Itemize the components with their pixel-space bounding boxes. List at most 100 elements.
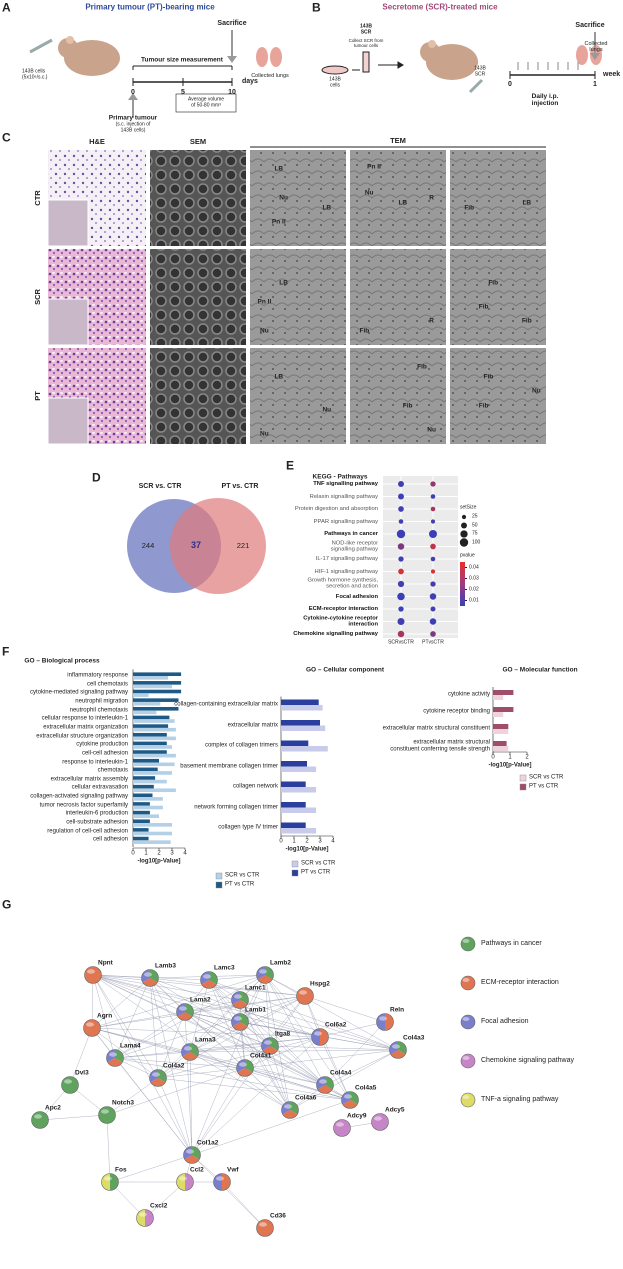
label: Chemokine signalling pathway — [293, 630, 378, 637]
micrograph-label: Fib — [417, 363, 427, 371]
label: 0.03 — [469, 574, 479, 581]
micrograph-label: Fib — [521, 317, 532, 325]
bar — [281, 699, 319, 705]
node-outline — [341, 1091, 359, 1109]
network-edge — [92, 974, 326, 1086]
network-node — [236, 1059, 254, 1077]
network-edge — [91, 1011, 186, 1029]
kegg-dot — [429, 530, 437, 538]
node-segment — [142, 978, 158, 987]
network-edge — [91, 1027, 321, 1038]
network-edge — [92, 974, 241, 1023]
label: KEGG - Pathways — [312, 473, 368, 481]
node-segment — [296, 987, 314, 1005]
label: Primary tumour — [108, 114, 158, 122]
timeline-tick: 0 — [508, 81, 512, 89]
node-outline — [141, 969, 159, 987]
category-label: extracellular matrix assembly — [50, 776, 128, 783]
node-outline — [281, 1101, 299, 1119]
node-outline — [101, 1173, 119, 1191]
category-label: cell-cell adhesion — [81, 750, 128, 757]
network-edge — [39, 1114, 108, 1121]
node-gloss — [392, 1044, 400, 1049]
label: H&E — [89, 136, 105, 146]
bar — [133, 745, 172, 749]
legend-node — [460, 1092, 476, 1108]
category-label: collagen-containing extracellular matrix — [174, 701, 278, 708]
node-segment — [222, 1173, 231, 1191]
node-gloss — [314, 1031, 322, 1036]
label: HIF-1 signalling pathway — [314, 568, 378, 575]
network-edge — [114, 1057, 246, 1069]
node-outline — [231, 1013, 249, 1031]
label: Daily i.p. injection — [531, 92, 559, 107]
network-edge — [289, 1049, 399, 1111]
node-segment — [98, 1106, 116, 1124]
node-segment — [136, 1209, 145, 1227]
bar — [133, 814, 159, 818]
bar — [281, 822, 306, 828]
network-edge — [191, 1154, 266, 1229]
x-tick-label: 3 — [318, 838, 322, 845]
network-edge — [189, 1045, 271, 1053]
label: days — [242, 78, 258, 86]
node-gloss — [109, 1052, 117, 1057]
bar — [281, 828, 317, 834]
network-node — [106, 1049, 124, 1067]
network-edge — [239, 999, 326, 1086]
timeline-b — [321, 32, 600, 79]
micrograph-inset — [47, 397, 89, 445]
bar — [133, 732, 167, 737]
bar — [133, 750, 167, 754]
network-edge — [157, 1036, 321, 1079]
node-label: Dvl3 — [75, 1069, 89, 1077]
kegg-dot — [398, 556, 404, 562]
bar — [493, 741, 507, 746]
bar — [133, 715, 170, 720]
micrograph-label: Fib — [478, 303, 489, 311]
kegg-dot — [430, 631, 436, 637]
chart-title: GO – Biological process — [24, 657, 100, 665]
network-edge — [244, 1067, 291, 1111]
panel-letter: F — [2, 644, 10, 659]
node-segment — [150, 1078, 166, 1087]
node-outline — [31, 1111, 49, 1129]
network-edge — [91, 1027, 351, 1101]
network-node — [176, 1173, 194, 1191]
kegg-dot — [429, 593, 437, 600]
node-label: Col4a4 — [330, 1069, 352, 1077]
bar — [133, 707, 179, 711]
node-segment — [176, 1173, 185, 1191]
network-node — [261, 1037, 279, 1055]
bar — [281, 766, 317, 772]
network-node — [371, 1113, 389, 1131]
node-gloss — [379, 1016, 387, 1021]
network-edge — [269, 1045, 291, 1111]
venn-set — [170, 498, 266, 594]
bar — [133, 689, 182, 694]
micrograph — [250, 150, 346, 246]
network-edge — [239, 1021, 326, 1086]
bar — [133, 771, 172, 775]
chart-title: GO – Molecular function — [502, 666, 578, 674]
micrograph-label: Fib — [478, 402, 489, 410]
node-gloss — [144, 972, 152, 977]
bar — [133, 828, 149, 832]
node-segment — [333, 1119, 351, 1137]
micrograph — [350, 150, 446, 246]
network-edge — [91, 974, 266, 1029]
node-label: Itga8 — [275, 1030, 291, 1038]
legend-label: TNF-a signaling pathway — [481, 1096, 559, 1104]
node-gloss — [299, 990, 307, 995]
network-edge — [144, 1181, 186, 1219]
network-node — [141, 969, 159, 987]
label: 143B cells (5x10⁶/s.c.) — [22, 68, 48, 80]
x-tick-label: 4 — [331, 838, 335, 845]
row-label: SCR — [32, 289, 42, 305]
network-edge — [208, 974, 266, 981]
network-edge — [264, 974, 351, 1101]
node-outline — [84, 966, 102, 984]
x-tick-label: 1 — [508, 754, 512, 761]
node-gloss — [462, 978, 470, 982]
